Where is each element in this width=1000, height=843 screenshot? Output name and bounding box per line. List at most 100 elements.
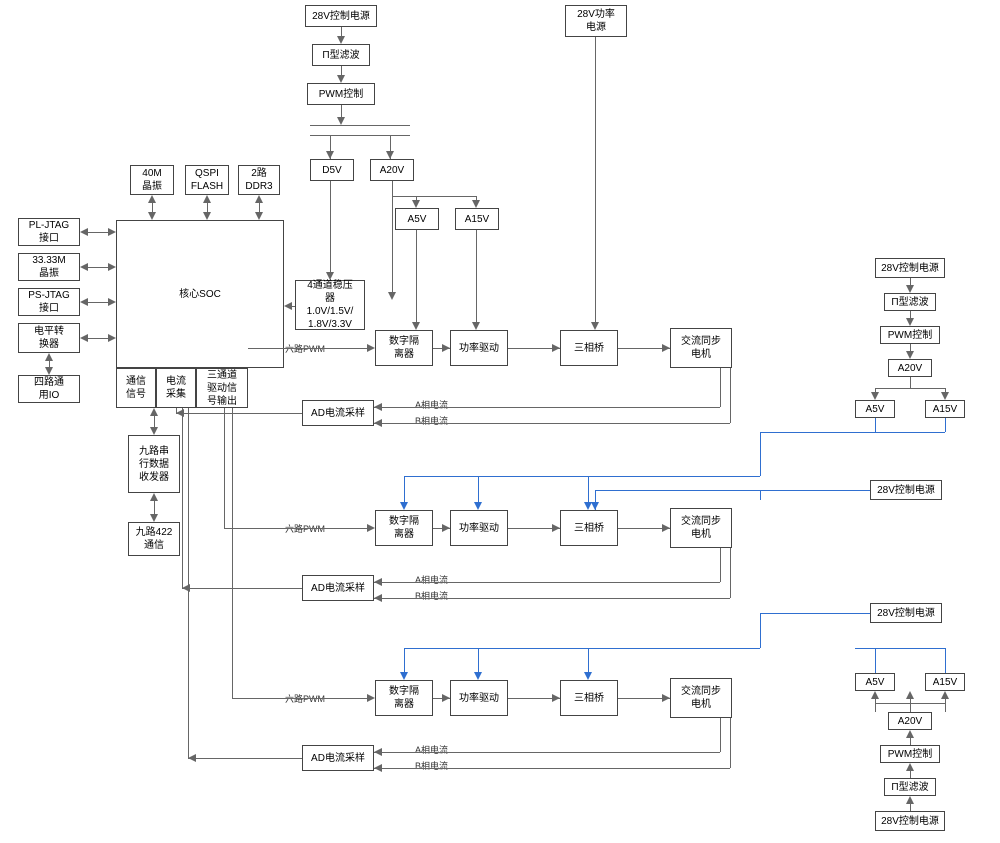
node-r3_a20v: A20V <box>888 712 932 730</box>
conn <box>392 196 476 197</box>
conn <box>478 476 479 502</box>
arrow <box>80 298 88 306</box>
node-r3_a15v: A15V <box>925 673 965 691</box>
node-r1_pi: Π型滤波 <box>884 293 936 311</box>
conn <box>875 703 945 704</box>
arrow <box>150 427 158 435</box>
arrow <box>148 195 156 203</box>
node-soc_sub_drv: 三通道驱动信号输出 <box>196 368 248 408</box>
conn <box>855 432 875 433</box>
arrow <box>326 151 334 159</box>
arrow <box>108 298 116 306</box>
arrow <box>871 392 879 400</box>
conn <box>374 407 720 408</box>
arrow <box>255 212 263 220</box>
conn <box>910 699 911 712</box>
conn <box>760 490 870 491</box>
conn <box>730 718 731 768</box>
conn <box>760 432 856 433</box>
conn <box>88 267 108 268</box>
arrow <box>552 694 560 702</box>
node-dig_iso_3: 数字隔离器 <box>375 680 433 716</box>
arrow <box>906 796 914 804</box>
node-bridge_1: 三相桥 <box>560 330 618 366</box>
arrow <box>662 344 670 352</box>
node-soc_sub_curr: 电流采集 <box>156 368 196 408</box>
conn <box>182 408 183 588</box>
node-r1_a15v: A15V <box>925 400 965 418</box>
arrow <box>442 694 450 702</box>
node-rs422_rx: 九路串行数据收发器 <box>128 435 180 493</box>
arrow <box>591 502 599 510</box>
arrow <box>386 151 394 159</box>
conn <box>910 738 911 745</box>
arrow <box>374 748 382 756</box>
arrow <box>80 228 88 236</box>
conn <box>224 408 225 528</box>
conn <box>176 408 177 413</box>
conn <box>310 135 410 136</box>
arrow <box>188 754 196 762</box>
conn <box>588 476 589 502</box>
conn <box>875 432 945 433</box>
conn <box>855 648 945 649</box>
conn <box>154 416 155 427</box>
arrow <box>367 524 375 532</box>
conn <box>478 648 479 672</box>
node-m40: 40M晶振 <box>130 165 174 195</box>
node-r1_pwm: PWM控制 <box>880 326 940 344</box>
arrow <box>108 228 116 236</box>
node-ad_3: AD电流采样 <box>302 745 374 771</box>
node-r3_pi: Π型滤波 <box>884 778 936 796</box>
arrow <box>552 524 560 532</box>
arrow <box>472 322 480 330</box>
node-bridge_3: 三相桥 <box>560 680 618 716</box>
node-qspi: QSPIFLASH <box>185 165 229 195</box>
node-r1_a20v: A20V <box>888 359 932 377</box>
conn <box>875 418 876 432</box>
node-bridge_2: 三相桥 <box>560 510 618 546</box>
arrow <box>108 263 116 271</box>
conn <box>404 648 405 672</box>
node-pwr_drv_3: 功率驱动 <box>450 680 508 716</box>
arrow <box>45 367 53 375</box>
conn <box>875 699 876 712</box>
arrow <box>552 344 560 352</box>
conn <box>374 752 720 753</box>
node-a20v: A20V <box>370 159 414 181</box>
arrow <box>374 578 382 586</box>
arrow <box>284 302 292 310</box>
arrow <box>374 594 382 602</box>
node-r3_a5v: A5V <box>855 673 895 691</box>
arrow <box>150 493 158 501</box>
conn <box>588 648 589 672</box>
arrow <box>326 272 334 280</box>
node-a15v: A15V <box>455 208 499 230</box>
arrow <box>941 392 949 400</box>
arrow <box>906 730 914 738</box>
conn <box>374 582 720 583</box>
conn <box>760 613 870 614</box>
node-r1_28v: 28V控制电源 <box>875 258 945 278</box>
arrow <box>80 263 88 271</box>
conn <box>188 408 189 758</box>
arrow <box>148 212 156 220</box>
conn <box>910 278 911 285</box>
arrow <box>906 691 914 699</box>
conn <box>760 432 761 476</box>
node-m3333: 33.33M晶振 <box>18 253 80 281</box>
conn <box>188 758 302 759</box>
conn <box>207 203 208 212</box>
conn <box>404 648 760 649</box>
conn <box>910 311 911 318</box>
label-bphase_2: B相电流 <box>415 589 448 602</box>
conn <box>310 125 410 126</box>
arrow <box>906 285 914 293</box>
arrow <box>80 334 88 342</box>
arrow <box>472 200 480 208</box>
label-aphase_2: A相电流 <box>415 573 448 586</box>
conn <box>945 648 946 673</box>
node-top_28v_ctrl: 28V控制电源 <box>305 5 377 27</box>
label-bphase_1: B相电流 <box>415 414 448 427</box>
node-regulator: 4通道稳压器1.0V/1.5V/1.8V/3.3V <box>295 280 365 330</box>
